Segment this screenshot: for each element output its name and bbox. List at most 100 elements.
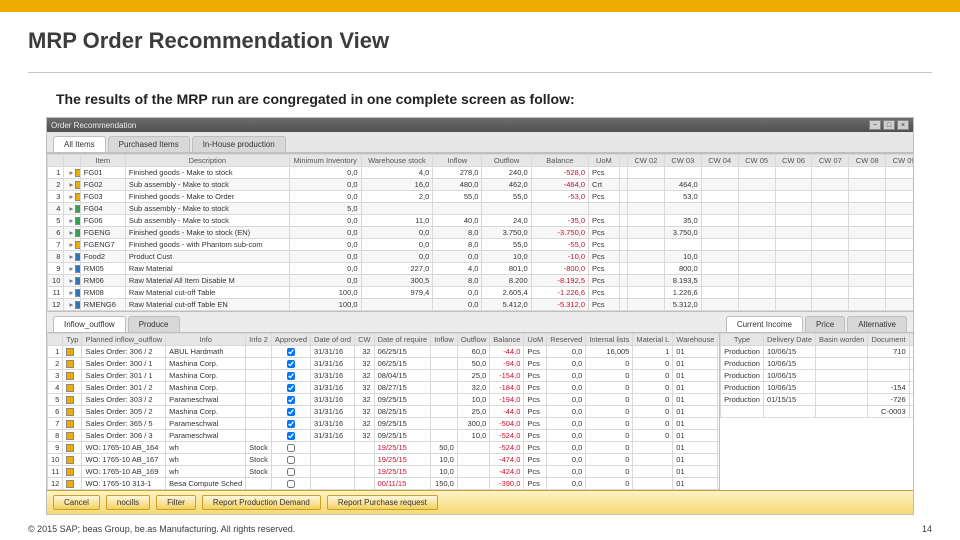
income-row[interactable]: Production10/06/15-1543050,0Pcs [721, 382, 913, 394]
item-row[interactable]: 12▸RMENG6Raw Material cut-off Table EN10… [48, 299, 914, 311]
col-header[interactable]: Document [868, 334, 909, 346]
col-header[interactable]: Warehouse stock [361, 155, 433, 167]
col-header[interactable]: Balance [531, 155, 588, 167]
tab-produce[interactable]: Produce [128, 316, 180, 332]
order-row[interactable]: 8Sales Order: 306 / 3Parameschwal31/31/1… [48, 430, 720, 442]
col-header[interactable] [64, 155, 80, 167]
col-header[interactable]: CW 03 [664, 155, 701, 167]
approve-checkbox[interactable] [287, 360, 295, 368]
col-header[interactable]: Delivery Date [763, 334, 815, 346]
col-header[interactable]: Warehouse [673, 334, 718, 346]
report-production-demand-button[interactable]: Report Production Demand [202, 495, 321, 510]
item-row[interactable]: 6▸FGENGFinished goods - Make to stock (E… [48, 227, 914, 239]
col-header[interactable]: Outflow [457, 334, 489, 346]
col-header[interactable]: Minimum Inventory [289, 155, 361, 167]
col-header[interactable] [619, 155, 627, 167]
item-row[interactable]: 11▸RM08Raw Material cut-off Table100,097… [48, 287, 914, 299]
order-row[interactable]: 12WO: 1765-10 313-1Besa Compute Sched00/… [48, 478, 720, 490]
col-header[interactable]: Item [80, 155, 125, 167]
col-header[interactable]: Pos [909, 334, 913, 346]
order-row[interactable]: 3Sales Order: 301 / 1Mashina Corp.31/31/… [48, 370, 720, 382]
col-header[interactable]: Info [166, 334, 246, 346]
col-header[interactable]: UoM [524, 334, 547, 346]
item-row[interactable]: 3▸FG03Finished goods - Make to Order0,02… [48, 191, 914, 203]
nocills-button[interactable]: nocills [106, 495, 150, 510]
maximize-icon[interactable]: □ [883, 120, 895, 130]
item-row[interactable]: 1▸FG01Finished goods - Make to stock0,04… [48, 167, 914, 179]
col-header[interactable]: CW 05 [738, 155, 775, 167]
tab-purchased-items[interactable]: Purchased Items [108, 136, 190, 152]
order-row[interactable]: 9WO: 1765-10 AB_164whStock19/25/1550,0-5… [48, 442, 720, 454]
tab-alternative[interactable]: Alternative [847, 316, 907, 332]
report-purchase-request-button[interactable]: Report Purchase request [327, 495, 438, 510]
col-header[interactable] [48, 334, 63, 346]
item-row[interactable]: 7▸FGENG7Finished goods - with Phantom su… [48, 239, 914, 251]
col-header[interactable]: Date of ord [311, 334, 355, 346]
item-row[interactable]: 9▸RM05Raw Material0,0227,04,0801,0-800,0… [48, 263, 914, 275]
col-header[interactable] [48, 155, 64, 167]
approve-checkbox[interactable] [287, 432, 295, 440]
col-header[interactable]: CW 08 [849, 155, 886, 167]
order-row[interactable]: 11WO: 1765-10 AB_169whStock19/25/1510,0-… [48, 466, 720, 478]
col-header[interactable]: Info 2 [246, 334, 272, 346]
cancel-button[interactable]: Cancel [53, 495, 100, 510]
col-header[interactable]: Description [125, 155, 289, 167]
approve-checkbox[interactable] [287, 444, 295, 452]
approve-checkbox[interactable] [287, 408, 295, 416]
approve-checkbox[interactable] [287, 468, 295, 476]
income-row[interactable]: Production10/06/15 [721, 370, 913, 382]
income-row[interactable]: Production01/15/15-72610150,0Pcs [721, 394, 913, 406]
approve-checkbox[interactable] [287, 396, 295, 404]
col-header[interactable]: CW [355, 334, 375, 346]
col-header[interactable]: Outflow [482, 155, 531, 167]
tab-current-income[interactable]: Current Income [726, 316, 803, 332]
col-header[interactable]: Date of require [374, 334, 431, 346]
item-row[interactable]: 5▸FG06Sub assembly - Make to stock0,011,… [48, 215, 914, 227]
col-header[interactable]: Reserved [547, 334, 586, 346]
tab-in-house-production[interactable]: In-House production [192, 136, 286, 152]
tab-price[interactable]: Price [805, 316, 845, 332]
col-header[interactable]: Balance [490, 334, 524, 346]
col-header[interactable]: Planned inflow_outflow [82, 334, 166, 346]
col-header[interactable]: CW 07 [812, 155, 849, 167]
approve-checkbox[interactable] [287, 456, 295, 464]
col-header[interactable]: Inflow [433, 155, 482, 167]
income-row[interactable]: Production10/06/15 [721, 358, 913, 370]
col-header[interactable]: Inflow [431, 334, 458, 346]
filter-button[interactable]: Filter [156, 495, 196, 510]
approve-checkbox[interactable] [287, 384, 295, 392]
order-row[interactable]: 7Sales Order: 365 / 5Parameschwal31/31/1… [48, 418, 720, 430]
order-row[interactable]: 5Sales Order: 303 / 2Parameschwal31/31/1… [48, 394, 720, 406]
col-header[interactable]: Basin worden [816, 334, 868, 346]
tab-all-items[interactable]: All Items [53, 136, 106, 152]
col-header[interactable]: Typ [63, 334, 82, 346]
col-header[interactable]: Approved [271, 334, 310, 346]
income-row[interactable]: C-000350,0Pcs [721, 406, 913, 418]
col-header[interactable]: Internal lists [586, 334, 633, 346]
col-header[interactable]: CW 06 [775, 155, 812, 167]
col-header[interactable]: Material L [633, 334, 673, 346]
folder-icon [66, 444, 74, 452]
income-row[interactable]: Production10/06/157101010,0Pcs [721, 346, 913, 358]
col-header[interactable]: Type [721, 334, 764, 346]
col-header[interactable]: UoM [589, 155, 620, 167]
col-header[interactable]: CW 02 [627, 155, 664, 167]
order-row[interactable]: 10WO: 1765-10 AB_167whStock19/25/1510,0-… [48, 454, 720, 466]
order-row[interactable]: 6Sales Order: 305 / 2Mashina Corp.31/31/… [48, 406, 720, 418]
approve-checkbox[interactable] [287, 480, 295, 488]
approve-checkbox[interactable] [287, 420, 295, 428]
item-row[interactable]: 10▸RM06Raw Material All Item Disable M0,… [48, 275, 914, 287]
col-header[interactable]: CW 04 [701, 155, 738, 167]
minimize-icon[interactable]: − [869, 120, 881, 130]
tab-inflow_outflow[interactable]: Inflow_outflow [53, 316, 126, 332]
order-row[interactable]: 2Sales Order: 300 / 1Mashina Corp.31/31/… [48, 358, 720, 370]
item-row[interactable]: 4▸FG04Sub assembly - Make to stock5,0Pcs… [48, 203, 914, 215]
item-row[interactable]: 8▸Food2Product Cust0,00,00,010,0-10,0Pcs… [48, 251, 914, 263]
order-row[interactable]: 4Sales Order: 301 / 2Mashina Corp.31/31/… [48, 382, 720, 394]
order-row[interactable]: 1Sales Order: 306 / 2ABUL Hardmath31/31/… [48, 346, 720, 358]
approve-checkbox[interactable] [287, 348, 295, 356]
approve-checkbox[interactable] [287, 372, 295, 380]
col-header[interactable]: CW 09 [886, 155, 913, 167]
close-icon[interactable]: × [897, 120, 909, 130]
item-row[interactable]: 2▸FG02Sub assembly - Make to stock0,016,… [48, 179, 914, 191]
